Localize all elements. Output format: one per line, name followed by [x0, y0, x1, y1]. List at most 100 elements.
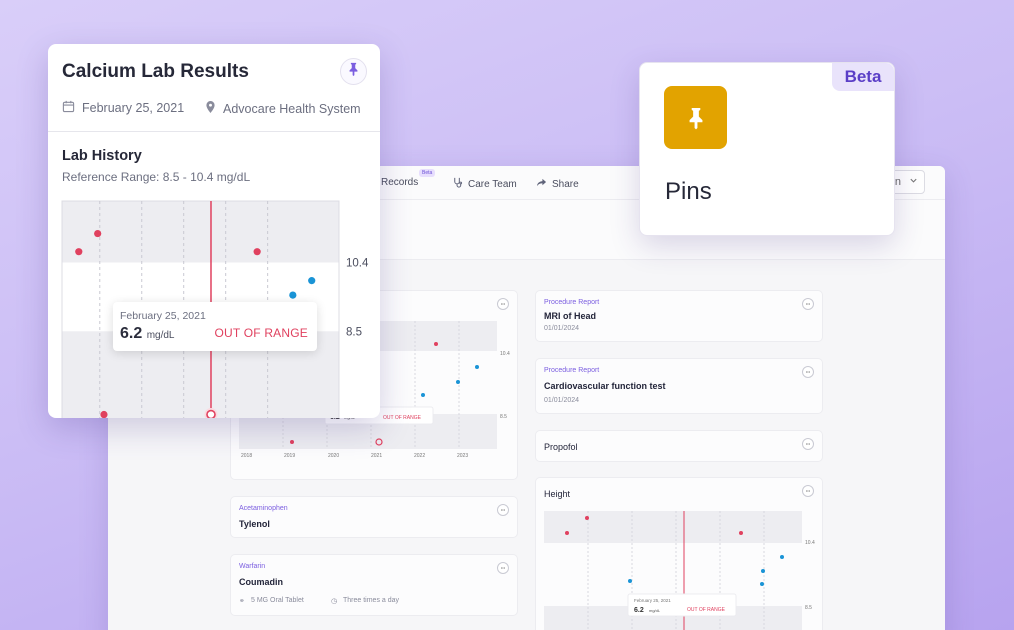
- mini-point: [290, 440, 294, 444]
- procedure-title: MRI of Head: [544, 311, 597, 321]
- nav-share-label: Share: [552, 178, 579, 190]
- card-title: Height: [544, 489, 571, 499]
- medication-brand-name: Coumadin: [239, 577, 283, 587]
- height-tooltip-value: 6.2: [634, 607, 644, 614]
- mini-tooltip-status: OUT OF RANGE: [383, 415, 422, 421]
- height-point: [739, 531, 743, 535]
- height-y-upper: 10.4: [805, 540, 815, 546]
- procedure-title: Cardiovascular function test: [544, 381, 666, 391]
- mini-x-tick: 2023: [457, 453, 468, 459]
- medication-brand-name: Tylenol: [239, 519, 270, 529]
- nav-care-team-label: Care Team: [468, 178, 517, 190]
- chart-data-point: [308, 277, 316, 285]
- height-chart-high-band: [544, 511, 802, 543]
- height-point: [585, 516, 589, 520]
- chart-y-tick: 10.4: [346, 258, 369, 270]
- nav-records[interactable]: Records: [381, 177, 418, 188]
- chart-data-point: [253, 248, 261, 256]
- tooltip-date: February 25, 2021: [120, 310, 206, 322]
- tooltip-unit: mg/dL: [146, 330, 175, 341]
- height-point: [565, 531, 569, 535]
- chart-y-tick: 8.5: [346, 326, 362, 338]
- tooltip-value-row: 6.2 mg/dL: [120, 325, 175, 343]
- medication-card-warfarin[interactable]: Warfarin Coumadin ⚭ 5 MG Oral Tablet ◷ T…: [230, 554, 518, 616]
- procedure-card-mri[interactable]: Procedure Report MRI of Head 01/01/2024 …: [535, 290, 823, 342]
- card-propofol[interactable]: Propofol •••: [535, 430, 823, 462]
- share-icon: [536, 177, 547, 191]
- nav-share[interactable]: Share: [536, 177, 579, 191]
- height-point: [760, 582, 764, 586]
- popup-location: Advocare Health System: [223, 101, 361, 116]
- more-options-button[interactable]: •••: [497, 298, 509, 310]
- reference-range: Reference Range: 8.5 - 10.4 mg/dL: [62, 170, 251, 184]
- procedure-card-cardio[interactable]: Procedure Report Cardiovascular function…: [535, 358, 823, 414]
- view-dropdown-value: n: [894, 176, 901, 188]
- more-options-button[interactable]: •••: [802, 485, 814, 497]
- card-height[interactable]: Height ••• 10.4 8.5: [535, 477, 823, 630]
- pin-icon: [347, 62, 360, 81]
- mini-x-tick: 2020: [328, 453, 339, 459]
- popup-location-row: Advocare Health System: [205, 100, 361, 117]
- mini-x-tick: 2019: [284, 453, 295, 459]
- more-options-button[interactable]: •••: [802, 438, 814, 450]
- more-options-button[interactable]: •••: [802, 366, 814, 378]
- pin-icon: [664, 86, 727, 149]
- height-tooltip-date: February 25, 2021: [634, 598, 671, 603]
- beta-badge: Beta: [832, 63, 894, 91]
- chart-tooltip: February 25, 2021 6.2 mg/dL OUT OF RANGE: [113, 302, 317, 351]
- height-point: [628, 579, 632, 583]
- tooltip-value: 6.2: [120, 325, 143, 342]
- procedure-date: 01/01/2024: [544, 397, 580, 404]
- more-options-button[interactable]: •••: [802, 298, 814, 310]
- pins-label: Pins: [665, 178, 712, 205]
- medication-generic-name: Warfarin: [239, 563, 266, 570]
- lab-history-title: Lab History: [62, 148, 142, 164]
- mini-highlight-point: [375, 438, 383, 446]
- mini-point: [434, 342, 438, 346]
- popup-date-row: February 25, 2021: [62, 100, 184, 116]
- mini-x-tick: 2021: [371, 453, 382, 459]
- height-tooltip-status: OUT OF RANGE: [687, 607, 726, 613]
- popup-title: Calcium Lab Results: [62, 61, 249, 82]
- popup-divider: [48, 131, 380, 132]
- more-options-button[interactable]: •••: [497, 504, 509, 516]
- medication-card-acetaminophen[interactable]: Acetaminophen Tylenol •••: [230, 496, 518, 538]
- height-y-lower: 8.5: [805, 605, 812, 611]
- chart-data-point: [100, 410, 108, 418]
- nav-records-label: Records: [381, 177, 419, 188]
- mini-point: [475, 365, 479, 369]
- chart-data-point: [94, 229, 102, 238]
- mini-x-tick: 2022: [414, 453, 425, 459]
- height-tooltip: [627, 593, 737, 617]
- height-tooltip-unit: mg/dL: [649, 608, 661, 613]
- mini-y-lower: 8.5: [500, 414, 507, 420]
- chart-data-point: [289, 291, 297, 299]
- pill-icon: ⚭: [239, 598, 245, 605]
- chart-data-point: [75, 248, 83, 256]
- height-point: [780, 555, 784, 559]
- height-mini-chart: 10.4 8.5 February 25, 2021 6.2 mg/dL OUT…: [544, 511, 815, 630]
- location-pin-icon: [205, 100, 216, 117]
- medication-generic-name: Acetaminophen: [239, 505, 288, 512]
- mini-point: [421, 393, 425, 397]
- records-beta-badge: Beta: [419, 169, 436, 177]
- pin-button[interactable]: [340, 58, 367, 85]
- pins-card[interactable]: Beta Pins: [639, 62, 895, 236]
- chart-frame: [61, 200, 340, 418]
- chevron-down-icon: [909, 176, 918, 188]
- mini-y-upper: 10.4: [500, 351, 510, 357]
- procedure-kicker: Procedure Report: [544, 367, 600, 374]
- popup-date: February 25, 2021: [82, 101, 185, 115]
- nav-care-team[interactable]: Care Team: [452, 177, 517, 191]
- chart-above-range-band: [62, 201, 339, 263]
- procedure-kicker: Procedure Report: [544, 299, 600, 306]
- lab-results-popup: Calcium Lab Results February 25, 2021 Ad…: [48, 44, 380, 418]
- mini-point: [456, 380, 460, 384]
- procedure-date: 01/01/2024: [544, 325, 580, 332]
- height-point: [761, 569, 765, 573]
- stethoscope-icon: [452, 177, 463, 191]
- medication-dose: 5 MG Oral Tablet: [251, 597, 304, 604]
- card-title: Propofol: [544, 442, 578, 452]
- more-options-button[interactable]: •••: [497, 562, 509, 574]
